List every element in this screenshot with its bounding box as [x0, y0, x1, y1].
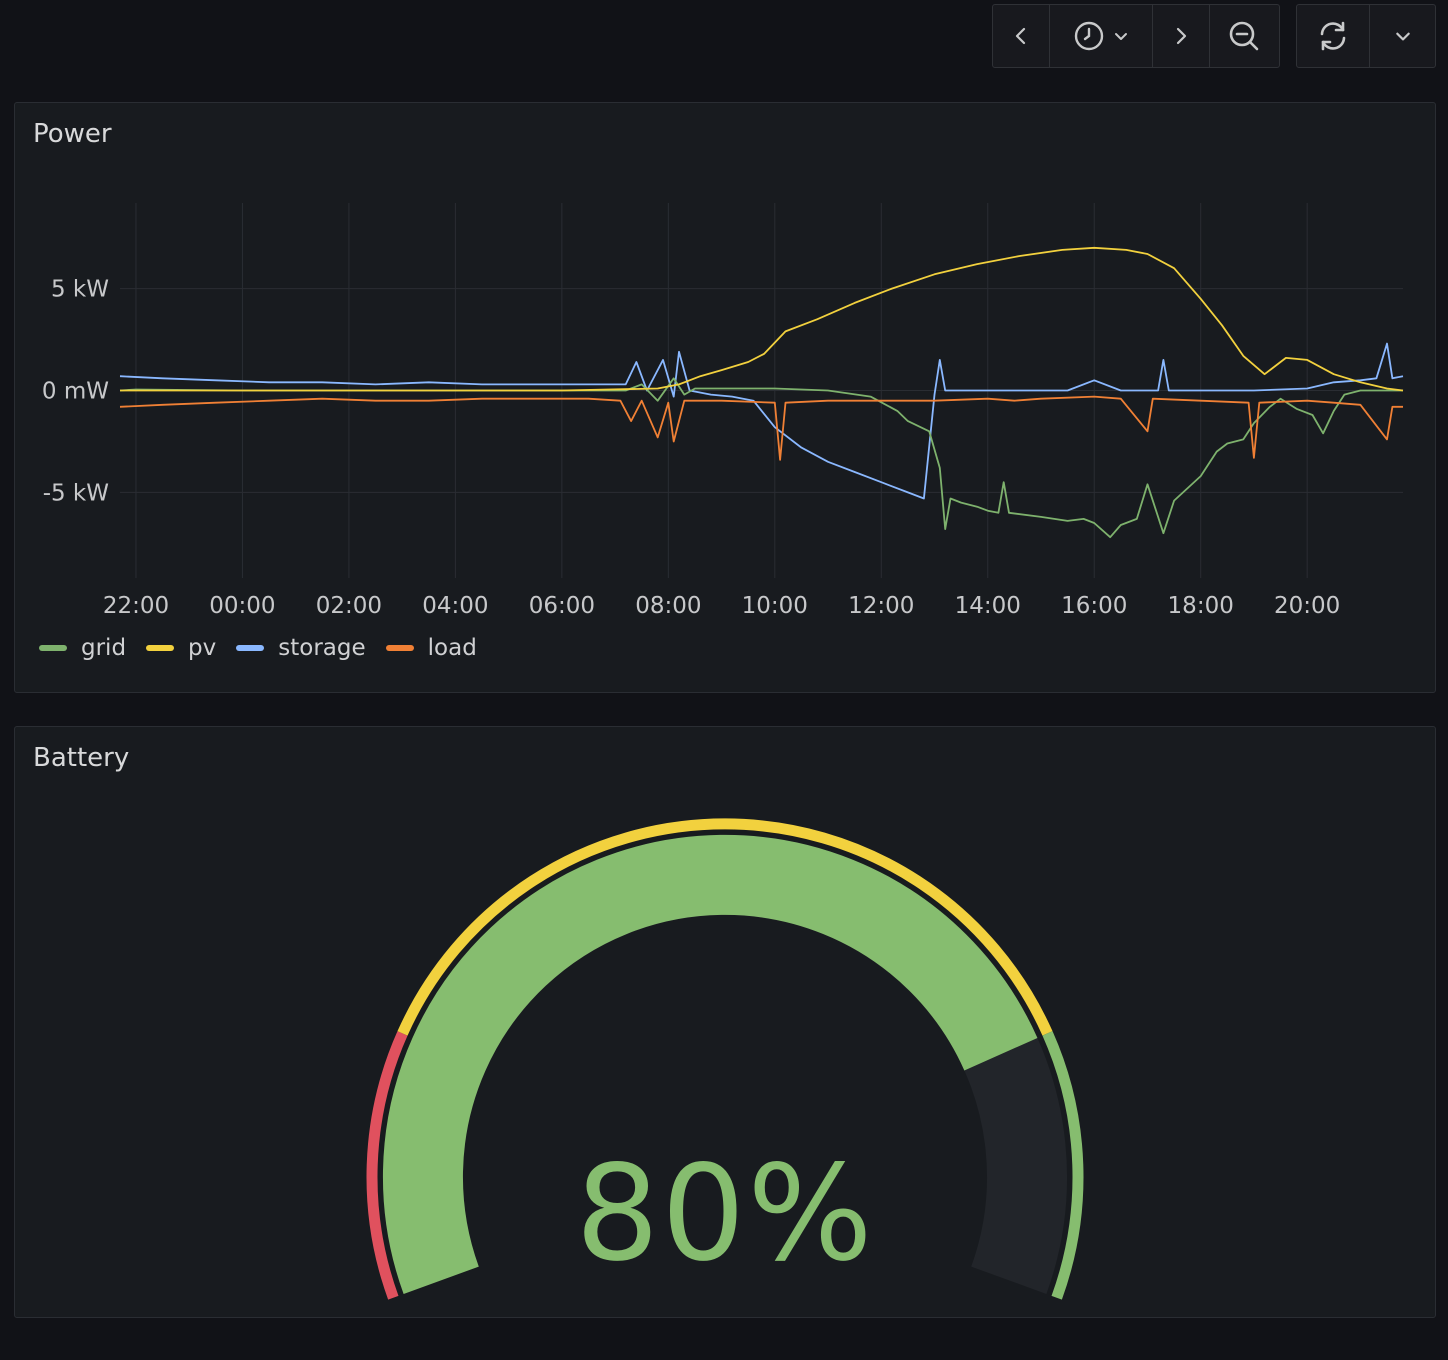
legend-label: pv	[188, 635, 217, 661]
power-chart[interactable]: 22:00 00:00 02:00 04:00 06:00 08:00 10:00 12:00…	[15, 103, 1435, 692]
y-tick-label: 0 mW	[42, 379, 109, 405]
x-tick-label: 06:00	[529, 593, 595, 619]
panel-title: Battery	[33, 743, 130, 773]
legend-swatch	[385, 645, 414, 651]
gauge-value-arc	[382, 834, 1038, 1294]
legend-label: storage	[278, 635, 366, 661]
x-tick-label: 22:00	[103, 593, 169, 619]
legend-label: grid	[81, 635, 127, 661]
x-tick-label: 00:00	[209, 593, 275, 619]
legend-swatch	[236, 645, 265, 651]
legend-item-load[interactable]: load	[385, 635, 477, 661]
series-line-load	[119, 395, 1403, 461]
chevron-down-icon	[1114, 33, 1127, 40]
series-line-pv	[120, 246, 1404, 392]
panel-title: Power	[33, 119, 112, 149]
x-tick-label: 14:00	[955, 593, 1021, 619]
time-forward-button[interactable]	[1153, 5, 1210, 67]
y-tick-label: -5 kW	[43, 480, 109, 506]
chart-legend: grid pv storage load	[39, 635, 477, 661]
clock-icon	[1074, 21, 1103, 51]
legend-item-storage[interactable]: storage	[236, 635, 366, 661]
chevron-left-icon	[1015, 27, 1025, 45]
threshold-band	[397, 818, 1053, 1036]
x-tick-label: 12:00	[848, 593, 914, 619]
refresh-icon	[1320, 21, 1346, 51]
legend-swatch	[146, 645, 175, 651]
time-range-controls	[992, 4, 1280, 68]
x-tick-label: 18:00	[1168, 593, 1234, 619]
legend-label: load	[427, 635, 477, 661]
y-tick-label: 5 kW	[51, 277, 109, 303]
chevron-down-icon	[1395, 32, 1410, 41]
zoom-out-icon	[1229, 21, 1259, 51]
gauge-value: 80%	[575, 1137, 875, 1291]
battery-panel: Battery 80%	[14, 726, 1436, 1318]
zoom-out-button[interactable]	[1210, 5, 1280, 67]
time-back-button[interactable]	[993, 5, 1050, 67]
legend-item-grid[interactable]: grid	[39, 635, 126, 661]
refresh-controls	[1296, 4, 1436, 68]
power-panel: Power 22:00 00:00 02:00 04:00 06:00 08:00 10:0…	[14, 102, 1436, 693]
chevron-right-icon	[1176, 27, 1186, 45]
series-line-storage	[119, 342, 1404, 500]
threshold-band	[366, 1031, 408, 1300]
x-tick-label: 04:00	[422, 593, 488, 619]
x-tick-label: 10:00	[742, 593, 808, 619]
refresh-interval-dropdown[interactable]	[1370, 5, 1435, 67]
time-picker-button[interactable]	[1050, 5, 1153, 67]
legend-swatch	[39, 645, 67, 651]
battery-gauge	[366, 818, 1084, 1300]
legend-item-pv[interactable]: pv	[146, 635, 216, 661]
x-tick-label: 02:00	[316, 593, 382, 619]
series-line-grid	[119, 377, 1403, 539]
x-tick-label: 08:00	[635, 593, 701, 619]
threshold-band	[1042, 1031, 1084, 1300]
refresh-button[interactable]	[1297, 5, 1370, 67]
x-tick-label: 20:00	[1274, 593, 1340, 619]
x-tick-label: 16:00	[1061, 593, 1127, 619]
